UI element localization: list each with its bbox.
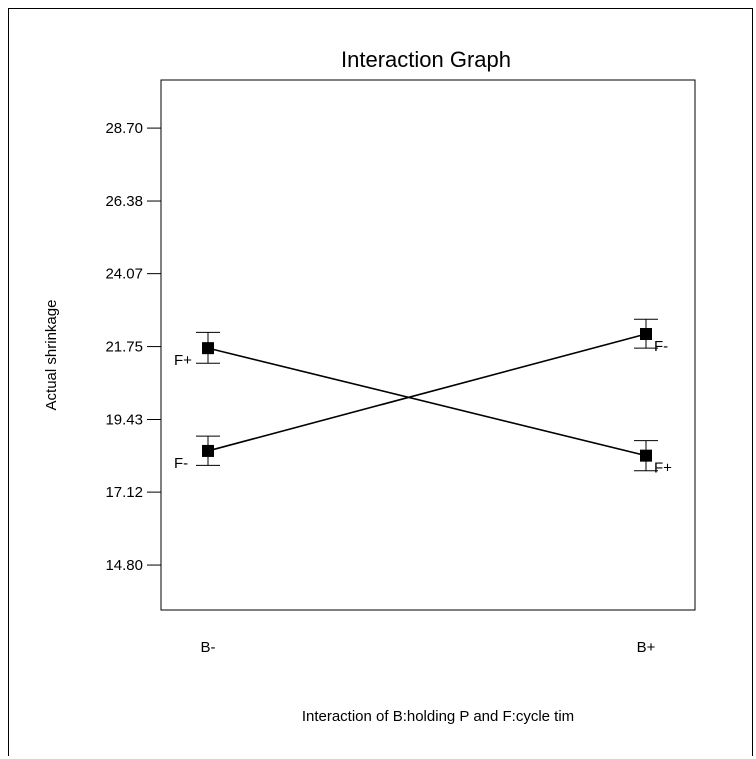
y-axis: 28.70 26.38 24.07 21.75 19.43 17.12 14.80	[105, 120, 161, 574]
point-label: F-	[654, 338, 668, 355]
series-line	[207, 347, 647, 457]
chart-title: Interaction Graph	[341, 47, 511, 72]
y-tick-label: 24.07	[105, 266, 143, 283]
series-line	[207, 333, 647, 452]
series-1: F+ F+	[174, 331, 672, 477]
point-label: F-	[174, 455, 188, 472]
point-label: F+	[174, 352, 192, 369]
data-point	[202, 444, 214, 457]
y-tick-label: 28.70	[105, 120, 143, 137]
y-tick-label: 14.80	[105, 557, 143, 574]
data-point	[640, 449, 652, 462]
series-layer: F+ F+ F- F-	[174, 318, 672, 477]
figure-frame	[8, 8, 753, 756]
y-tick-label: 17.12	[105, 484, 143, 501]
y-axis-label: Actual shrinkage	[43, 300, 60, 411]
y-tick-label: 26.38	[105, 193, 143, 210]
y-tick-label: 21.75	[105, 339, 143, 356]
plot-area	[160, 79, 696, 611]
x-tick-label: B+	[637, 639, 656, 656]
point-label: F+	[654, 460, 672, 477]
x-axis-label: Interaction of B:holding P and F:cycle t…	[302, 708, 574, 725]
x-tick-label: B-	[201, 639, 216, 656]
data-point	[640, 327, 652, 340]
series-2: F- F-	[174, 318, 668, 472]
x-axis: B- B+	[201, 639, 656, 656]
data-point	[202, 342, 214, 355]
y-tick-label: 19.43	[105, 412, 143, 429]
